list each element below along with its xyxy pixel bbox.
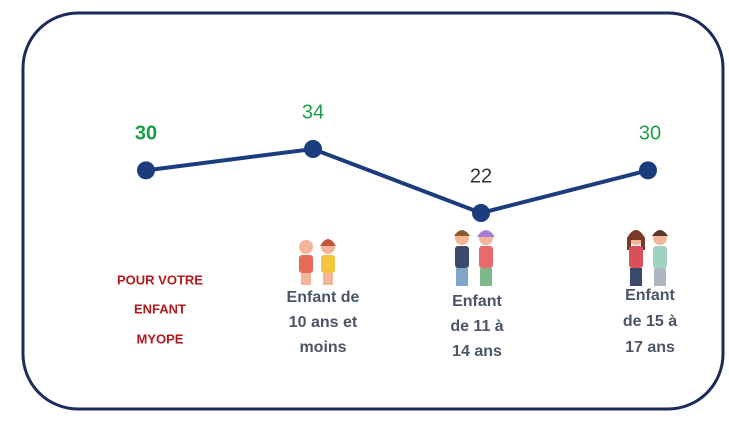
point bbox=[304, 140, 322, 158]
category-label: ENFANT bbox=[134, 301, 186, 316]
point bbox=[137, 161, 155, 180]
frame bbox=[21, 11, 725, 411]
kids-icon bbox=[454, 230, 495, 286]
kids-icon bbox=[627, 230, 668, 286]
kids-icon bbox=[299, 239, 336, 285]
value-label: 34 bbox=[302, 101, 324, 123]
category-label: Enfant bbox=[625, 287, 675, 304]
line bbox=[145, 146, 649, 216]
category-label: Enfant bbox=[452, 293, 502, 310]
point bbox=[472, 204, 490, 222]
category-label: Enfant de bbox=[287, 289, 360, 306]
category-label: MYOPE bbox=[137, 331, 184, 346]
value-label: 30 bbox=[135, 123, 157, 145]
category-label: moins bbox=[299, 339, 346, 356]
category-label: 14 ans bbox=[452, 343, 502, 360]
value-label: 30 bbox=[639, 123, 661, 145]
category-label: de 15 à bbox=[623, 313, 677, 330]
category-label: de 11 à bbox=[450, 318, 503, 335]
category-label: 17 ans bbox=[625, 339, 675, 356]
category-label: POUR VOTRE bbox=[117, 272, 203, 287]
value-label: 22 bbox=[470, 165, 492, 187]
point bbox=[639, 161, 657, 180]
category-label: 10 ans et bbox=[289, 314, 358, 331]
